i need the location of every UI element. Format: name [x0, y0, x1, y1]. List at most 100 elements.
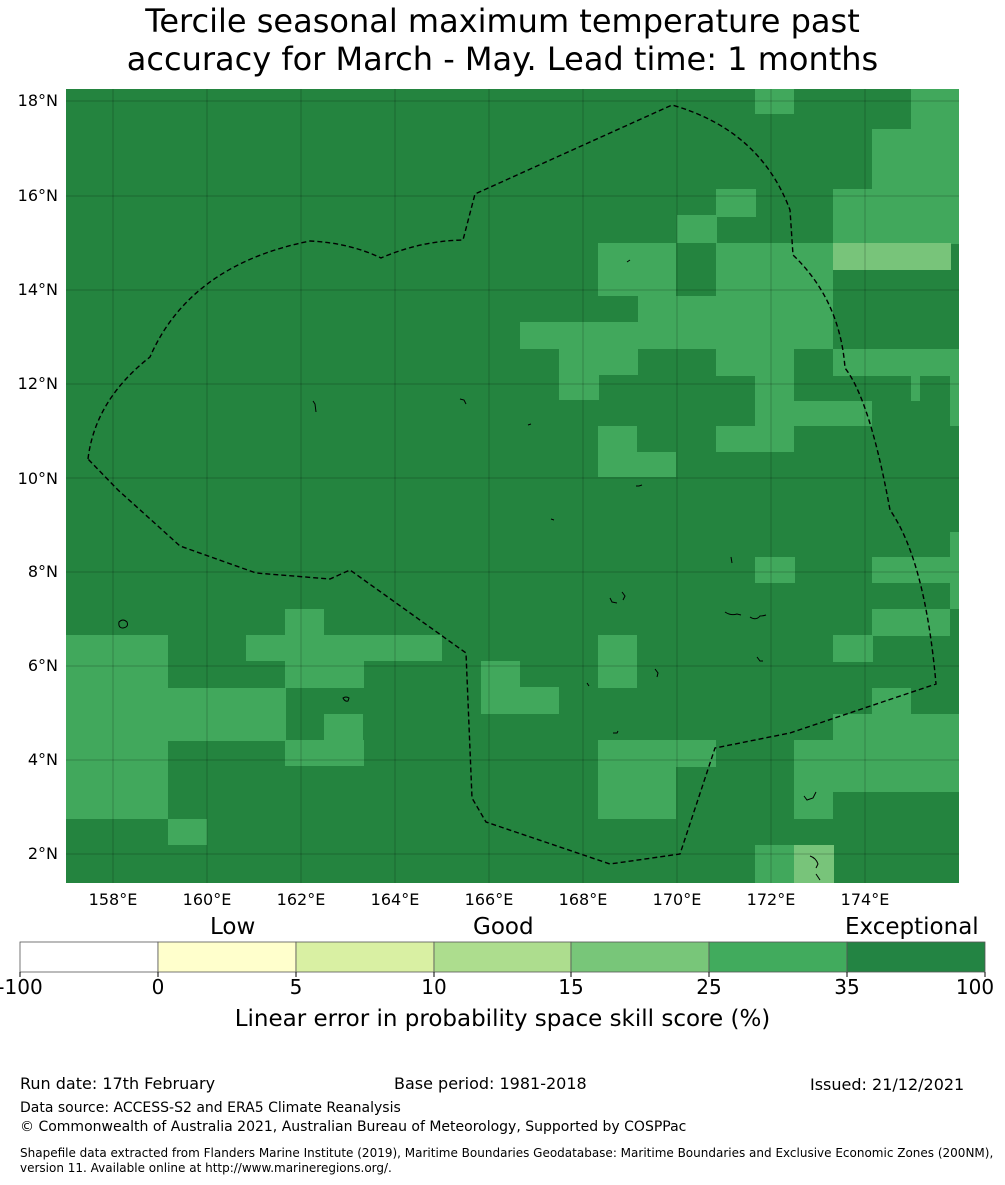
skill-cell: [950, 532, 959, 558]
colorbar-category-exceptional: Exceptional: [845, 914, 979, 940]
island: [730, 556, 733, 564]
lat-label: 16°N: [17, 186, 58, 205]
skill-cell: [285, 661, 364, 688]
skill-cell: [911, 89, 959, 129]
island: [636, 484, 643, 487]
lon-label: 164°E: [370, 890, 420, 909]
skill-cell: [66, 793, 168, 819]
lat-label: 12°N: [17, 374, 58, 393]
skill-cell: [755, 845, 794, 883]
skill-cell: [716, 243, 833, 298]
skill-cell: [872, 688, 911, 714]
skill-cell: [66, 688, 208, 741]
colorbar-tick: -100: [0, 975, 43, 999]
skill-cell: [716, 189, 756, 217]
lat-label: 2°N: [27, 844, 58, 863]
skill-cell: [559, 349, 638, 375]
base-period: Base period: 1981-2018: [394, 1074, 587, 1093]
skill-cell: [246, 635, 442, 661]
island: [756, 656, 763, 662]
island: [527, 423, 532, 426]
skill-cell: [598, 635, 637, 688]
map-area: [66, 89, 959, 883]
island: [749, 614, 767, 620]
skill-cell: [833, 243, 951, 270]
graticule: [66, 89, 959, 883]
colorbar-segment: [570, 941, 710, 973]
lon-label: 174°E: [840, 890, 890, 909]
skill-cell: [520, 687, 559, 714]
skill-cell: [950, 376, 959, 426]
title-line-2: accuracy for March - May. Lead time: 1 m…: [126, 40, 879, 78]
skill-cell: [481, 661, 520, 714]
island: [809, 855, 819, 869]
lat-label: 6°N: [27, 656, 58, 675]
island: [459, 398, 467, 405]
skill-cell: [208, 688, 286, 741]
skill-cell: [833, 766, 959, 792]
title-line-1: Tercile seasonal maximum temperature pas…: [145, 2, 860, 40]
skill-cell: [872, 557, 959, 583]
island: [342, 696, 350, 702]
lat-label: 18°N: [17, 91, 58, 110]
skill-cell: [285, 740, 364, 766]
skill-cell: [911, 376, 920, 401]
colorbar-segment: [846, 941, 986, 973]
skill-cell: [794, 740, 833, 793]
colorbar-segment: [708, 941, 848, 973]
skill-cell: [755, 557, 795, 583]
skill-cell: [66, 635, 168, 689]
colorbar-label: Linear error in probability space skill …: [234, 1006, 771, 1032]
colorbar-category-good: Good: [473, 914, 534, 940]
island: [621, 591, 626, 601]
skill-cell: [168, 819, 207, 845]
colorbar-tick: 0: [151, 975, 165, 999]
skill-cell: [598, 740, 677, 767]
skill-cell: [637, 452, 676, 477]
skill-cell: [755, 89, 794, 114]
island: [312, 400, 317, 413]
colorbar-segment: [157, 941, 297, 973]
lon-label: 160°E: [182, 890, 232, 909]
colorbar-tick: 35: [834, 975, 860, 999]
lon-label: 162°E: [276, 890, 326, 909]
lat-label: 4°N: [27, 750, 58, 769]
skill-cell: [598, 243, 676, 296]
skill-cell: [833, 349, 959, 376]
island: [815, 873, 821, 881]
skill-cell: [324, 714, 363, 740]
island: [550, 518, 555, 521]
lat-label: 14°N: [17, 280, 58, 299]
data-source: Data source: ACCESS-S2 and ERA5 Climate …: [20, 1100, 401, 1116]
colorbar-tick: 15: [558, 975, 584, 999]
skill-cell: [285, 609, 324, 635]
island: [613, 730, 619, 734]
lat-label: 8°N: [27, 562, 58, 581]
skill-cell: [598, 426, 637, 477]
skill-cell: [872, 129, 959, 189]
skill-cells: [66, 89, 959, 883]
colorbar-tick: 10: [421, 975, 447, 999]
lon-label: 166°E: [464, 890, 514, 909]
island: [609, 597, 618, 604]
skill-cell: [598, 766, 676, 819]
eez-boundary: [87, 104, 937, 865]
skill-cell: [950, 583, 959, 609]
island: [803, 791, 817, 801]
copyright: © Commonwealth of Australia 2021, Austra…: [20, 1119, 687, 1135]
run-date: Run date: 17th February: [20, 1074, 216, 1093]
skill-cell: [716, 349, 794, 376]
skill-cell: [872, 609, 950, 636]
island: [586, 682, 590, 687]
shapefile-credit: Shapefile data extracted from Flanders M…: [20, 1146, 994, 1175]
colorbar: [19, 941, 986, 977]
colorbar-tick: 25: [696, 975, 722, 999]
colorbar-tick: 5: [289, 975, 303, 999]
colorbar-segment: [19, 941, 159, 973]
map-title: Tercile seasonal maximum temperature pas…: [0, 2, 1005, 78]
island: [654, 668, 659, 678]
skill-cell: [950, 740, 959, 767]
skill-cell: [833, 635, 873, 662]
skill-cell: [66, 740, 168, 793]
